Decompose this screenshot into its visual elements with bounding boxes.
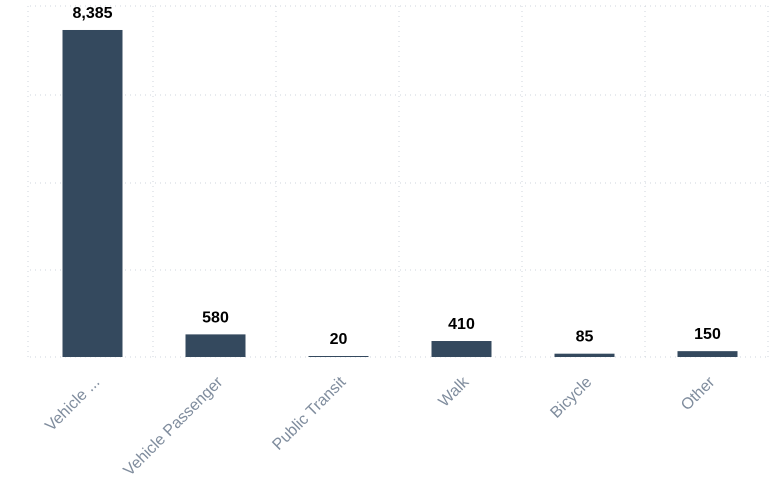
data-label-4: 85 <box>576 329 594 346</box>
x-axis-tick-labels: Vehicle ... Vehicle Passenger Public Trans… <box>42 373 719 479</box>
data-label-3: 410 <box>448 316 475 333</box>
bar-2 <box>308 356 369 357</box>
data-labels: 8,385 580 20 410 85 150 <box>72 5 720 348</box>
data-label-2: 20 <box>330 331 348 348</box>
x-tick-label-0: Vehicle ... <box>42 374 103 435</box>
bars <box>62 29 738 358</box>
grid <box>27 5 769 358</box>
bar-5 <box>677 351 738 357</box>
data-label-5: 150 <box>694 326 721 343</box>
bar-1 <box>185 334 246 357</box>
x-tick-label-3: Walk <box>436 373 473 410</box>
data-label-0: 8,385 <box>72 5 112 22</box>
x-tick-label-2: Public Transit <box>269 373 349 453</box>
x-tick-label-4: Bicycle <box>547 374 595 422</box>
x-tick-label-1: Vehicle Passenger <box>121 373 227 479</box>
bar-4 <box>554 353 615 357</box>
bar-3 <box>431 341 492 357</box>
bar-0 <box>62 29 123 358</box>
x-tick-label-5: Other <box>678 373 719 414</box>
data-label-1: 580 <box>202 309 229 326</box>
